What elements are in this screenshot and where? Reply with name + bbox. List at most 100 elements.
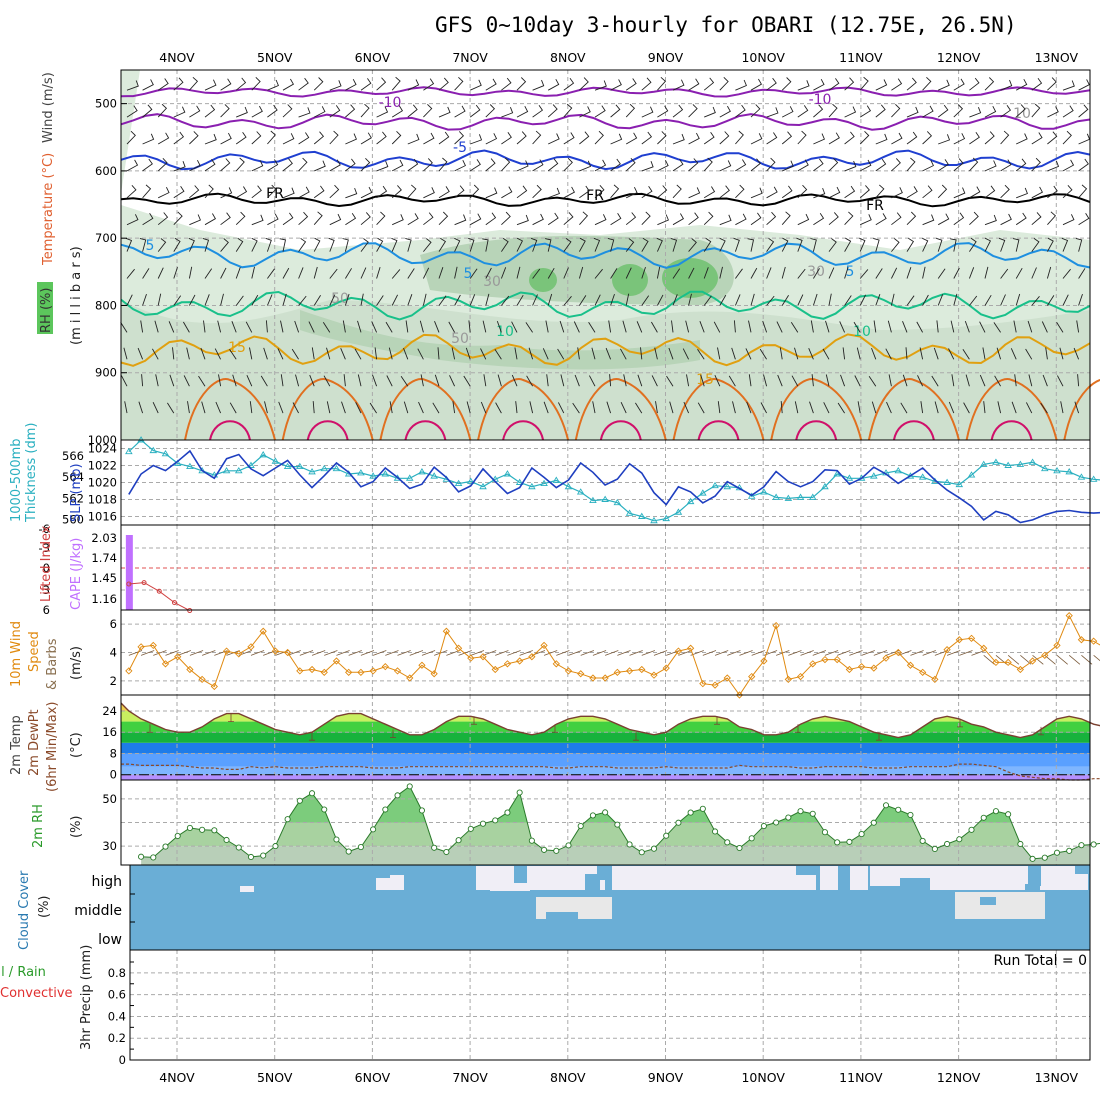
date-label-bottom: 11NOV — [839, 1070, 883, 1085]
wind-barb — [969, 295, 978, 306]
wind-barb — [126, 185, 137, 199]
wind10-point — [283, 648, 292, 657]
wind-barb — [189, 214, 201, 226]
wind-barb — [875, 158, 887, 172]
rh2m-point — [565, 842, 572, 849]
thickness-point — [125, 447, 133, 455]
wind-barb — [750, 133, 763, 145]
wind-barb — [485, 133, 498, 145]
rh2m-point — [162, 843, 169, 850]
rh2m-point — [467, 825, 474, 832]
wind-barb — [688, 187, 701, 199]
cloud-clear-cell — [760, 866, 796, 890]
wind-barb — [936, 320, 939, 333]
wind-barb — [189, 105, 201, 118]
date-label-top: 5NOV — [257, 50, 293, 65]
wind-barb — [438, 267, 444, 279]
wind-barb — [1016, 187, 1028, 199]
wind-barb — [839, 321, 846, 333]
thickness-point — [894, 466, 903, 474]
wind-barb — [169, 374, 175, 387]
wind-barb — [547, 104, 558, 118]
rh2m-point — [980, 814, 987, 821]
wind-barb — [699, 321, 705, 333]
run-total: Run Total = 0 — [993, 953, 1087, 969]
date-label-bottom: 13NOV — [1035, 1070, 1079, 1085]
wind-barb — [797, 213, 810, 226]
wind-barb — [891, 78, 903, 91]
wind10-point — [442, 627, 451, 635]
thickness-point — [625, 509, 634, 516]
thickness-point — [405, 474, 414, 481]
wind10-barb — [495, 650, 509, 656]
wind-barb — [235, 237, 244, 252]
thickness-point — [259, 451, 267, 458]
wind-barb — [920, 401, 924, 414]
wind-barb — [438, 157, 448, 172]
wind-barb — [497, 374, 502, 387]
wind-barb — [1076, 320, 1080, 333]
thickness-point — [760, 488, 768, 495]
wind-barb — [906, 237, 915, 252]
wind-barb — [688, 293, 692, 306]
wind-barb — [766, 267, 772, 279]
wind-barb — [563, 103, 573, 118]
rh2m-point — [663, 832, 670, 839]
wind-barb — [791, 375, 799, 387]
wind-barb — [574, 374, 580, 387]
wind-barb — [822, 348, 830, 360]
wind-barb — [454, 76, 464, 91]
cloud-cells — [130, 865, 1090, 950]
wind-barb — [423, 238, 432, 252]
wind-barb — [688, 104, 698, 118]
rh2m-point — [247, 853, 255, 861]
wind-barb — [902, 321, 908, 333]
slp-tick: 1020 — [88, 476, 117, 490]
contour-plus25 — [795, 420, 838, 441]
wind10-barb — [1032, 655, 1044, 665]
wind-barb — [794, 401, 799, 414]
wind-barb — [610, 158, 621, 172]
wind-barb — [407, 79, 420, 91]
wind-barb — [345, 268, 352, 279]
wind-barb — [750, 267, 758, 279]
wind-barb — [610, 184, 620, 199]
wind-barb — [220, 187, 233, 199]
wind-barb — [1000, 79, 1013, 91]
rh-patch-high — [529, 268, 557, 292]
cape-axis: -6 -3 0 3 6 2.03 1.74 1.45 1.16 — [39, 522, 117, 617]
wind10-point — [430, 670, 438, 678]
wind-barb — [734, 294, 741, 306]
wind10-point — [271, 647, 280, 655]
wind-barb — [376, 211, 386, 226]
wind-barb — [610, 293, 615, 306]
contour-plus25 — [209, 420, 251, 441]
wind-barb — [173, 77, 184, 91]
wind-barb — [449, 375, 456, 387]
wind-barb — [641, 237, 649, 252]
wind-barb — [1028, 374, 1033, 387]
wind-barb — [485, 104, 496, 118]
rh2m-point — [455, 837, 462, 844]
wind-barb — [511, 374, 518, 387]
wind-barb — [454, 237, 461, 252]
wind-barb — [859, 294, 867, 306]
wind-barb — [388, 347, 393, 360]
wind-barb — [152, 402, 159, 414]
wind-barb — [797, 184, 808, 199]
cloud-cell — [1075, 866, 1090, 874]
wind-barb — [984, 131, 995, 145]
wind-barb — [235, 295, 244, 306]
wind10-barb — [714, 650, 729, 656]
wind-barb — [438, 186, 450, 199]
wind-barb — [528, 347, 534, 360]
contour-plus20 — [867, 378, 960, 441]
wind-barb — [532, 79, 545, 91]
thickness-point — [979, 460, 988, 467]
cloud-cell — [546, 912, 578, 919]
wind10-point — [699, 680, 707, 688]
wind-barb — [922, 214, 935, 226]
thickness-point — [967, 471, 976, 478]
thickness-point — [845, 474, 854, 481]
wind-barb — [298, 107, 311, 118]
